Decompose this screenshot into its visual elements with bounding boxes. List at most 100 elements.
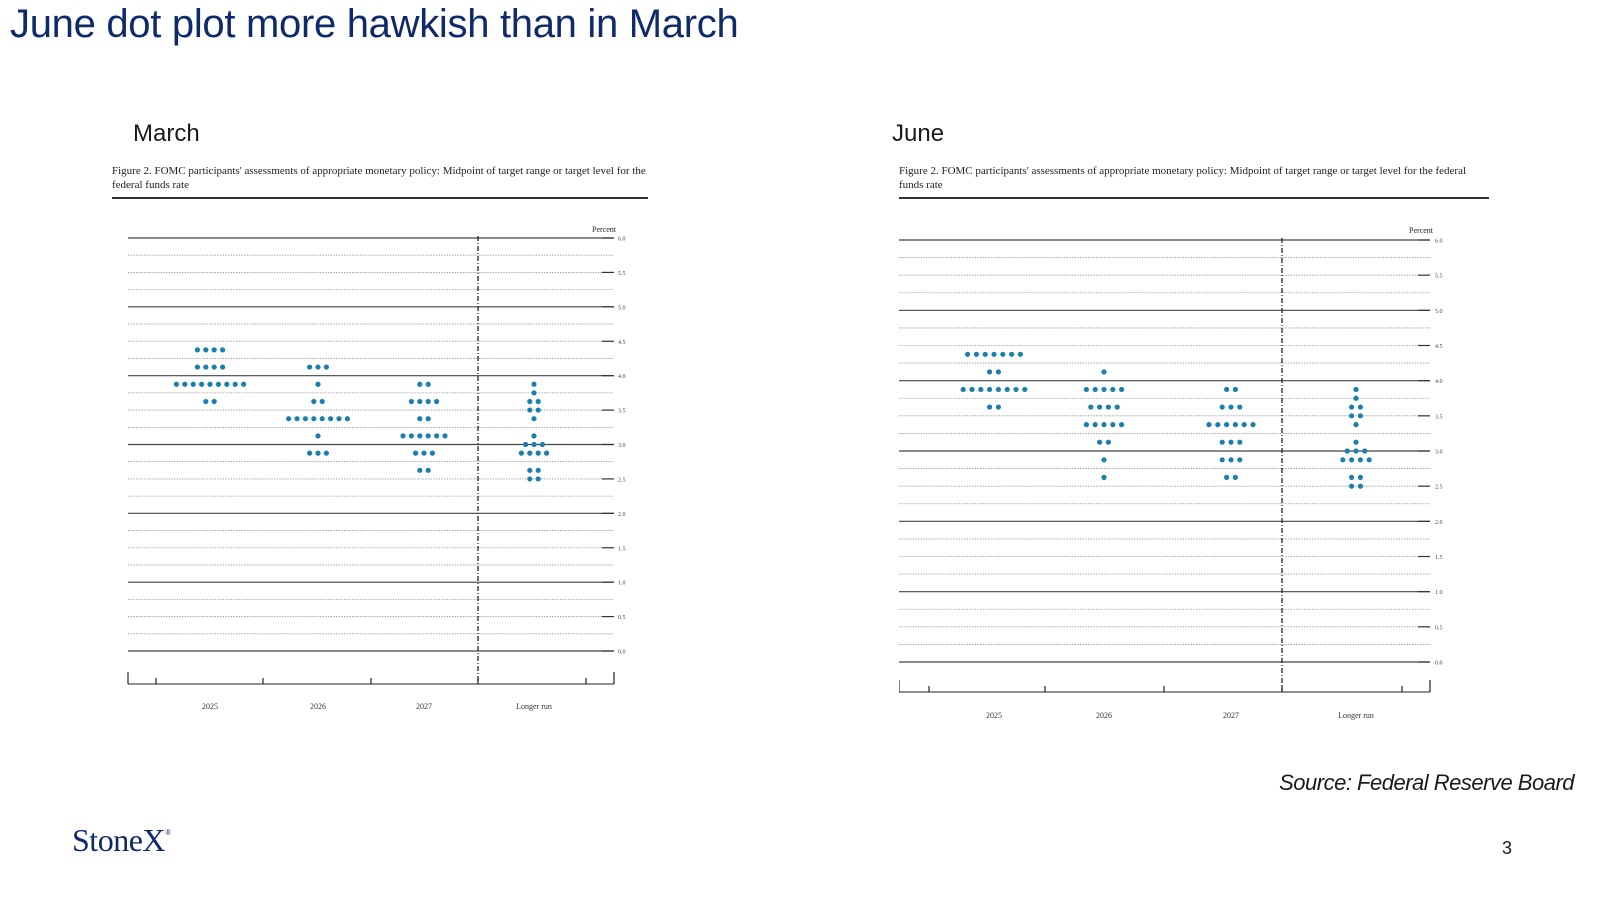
data-point [315, 450, 321, 456]
data-point [1224, 386, 1230, 393]
data-point [1022, 386, 1028, 393]
data-point [535, 467, 541, 473]
data-point [1362, 448, 1368, 454]
data-point [421, 450, 427, 456]
data-point [319, 416, 325, 422]
x-tick-label: 2025 [202, 702, 218, 711]
y-tick-label: 3.5 [1435, 414, 1443, 420]
data-point [1101, 474, 1107, 480]
data-point [1110, 422, 1116, 428]
data-point [987, 369, 993, 375]
data-point [531, 416, 537, 422]
y-tick-label: 4.0 [1435, 379, 1443, 385]
source-note: Source: Federal Reserve Board [1279, 770, 1574, 795]
data-point [1349, 457, 1355, 463]
data-point [535, 476, 541, 482]
figure-caption: Figure 2. FOMC participants' assessments… [112, 165, 646, 191]
data-point [1357, 413, 1363, 419]
data-point [311, 416, 317, 422]
x-tick-label: 2025 [986, 711, 1002, 720]
data-point [417, 416, 423, 422]
data-point [1119, 386, 1125, 393]
data-point [425, 467, 431, 473]
data-point [1105, 404, 1111, 410]
data-point [220, 364, 226, 370]
data-point [1119, 422, 1125, 428]
caption-rule [899, 197, 1489, 199]
data-point [1228, 404, 1234, 410]
dot-plot-march: Percent 0.0 0.5 1.0 1.5 2.0 2.5 3.0 3.5 4.0 4.5 5.0… [127, 225, 626, 711]
data-point [1224, 474, 1230, 480]
data-point [194, 347, 200, 353]
data-point [1215, 422, 1221, 428]
data-point [523, 441, 529, 448]
data-point [1349, 404, 1355, 410]
data-point [1353, 439, 1359, 445]
data-point [1349, 483, 1355, 489]
data-point [1353, 448, 1359, 454]
data-point [527, 476, 533, 482]
data-point [1105, 439, 1111, 445]
y-axis-label: Percent [1409, 226, 1434, 235]
data-point [518, 450, 524, 456]
page-number: 3 [1501, 838, 1512, 858]
data-point [400, 433, 406, 439]
data-point [1101, 457, 1107, 463]
x-tick-label: 2026 [310, 702, 326, 711]
data-point [1110, 386, 1116, 393]
data-point [535, 450, 541, 456]
x-tick-label: 2027 [416, 702, 432, 711]
data-point [294, 416, 300, 422]
data-point [173, 381, 179, 387]
data-point [1013, 386, 1019, 393]
stonex-logo: StoneX® [72, 822, 171, 858]
data-point [315, 433, 321, 439]
y-tick-label: 0.0 [1435, 661, 1443, 667]
data-point [425, 398, 431, 405]
data-point [527, 467, 533, 473]
data-point [323, 364, 329, 370]
data-point [978, 386, 984, 393]
data-point [1357, 474, 1363, 480]
data-point [960, 386, 966, 393]
data-point [1228, 439, 1234, 445]
data-point [199, 381, 205, 387]
data-point [991, 351, 997, 357]
figure-june: Figure 2. FOMC participants' assessments… [899, 164, 1489, 744]
y-tick-label: 4.5 [618, 340, 626, 346]
data-point [1092, 386, 1098, 393]
data-point [987, 386, 993, 393]
data-point [190, 381, 196, 387]
figure-march: Figure 2. FOMC participants' assessments… [112, 164, 648, 734]
data-point [211, 364, 217, 370]
x-tick-label: Longer run [1338, 711, 1374, 720]
data-point [1101, 422, 1107, 428]
data-point [1349, 474, 1355, 480]
data-point [323, 450, 329, 456]
data-point [344, 416, 350, 422]
data-point [315, 364, 321, 370]
data-point [203, 398, 209, 405]
data-point [1250, 422, 1256, 428]
data-point [1353, 386, 1359, 393]
data-point [1083, 422, 1089, 428]
data-point [1232, 386, 1238, 393]
data-point [1224, 422, 1230, 428]
panel-label-march: March [133, 120, 200, 147]
y-tick-label: 4.5 [1435, 344, 1443, 350]
data-point [442, 433, 448, 439]
y-tick-label: 2.0 [1435, 520, 1443, 526]
data-point [1241, 422, 1247, 428]
y-tick-label: 1.0 [618, 581, 626, 587]
y-tick-label: 5.0 [618, 305, 626, 311]
data-point [1237, 457, 1243, 463]
data-point [1092, 422, 1098, 428]
data-point [311, 398, 317, 405]
data-point [1017, 351, 1023, 357]
data-point [1009, 351, 1015, 357]
data-point [1101, 386, 1107, 393]
data-point [1101, 369, 1107, 375]
y-tick-label: 3.5 [618, 409, 626, 415]
data-point [211, 347, 217, 353]
y-tick-label: 0.5 [618, 615, 626, 621]
